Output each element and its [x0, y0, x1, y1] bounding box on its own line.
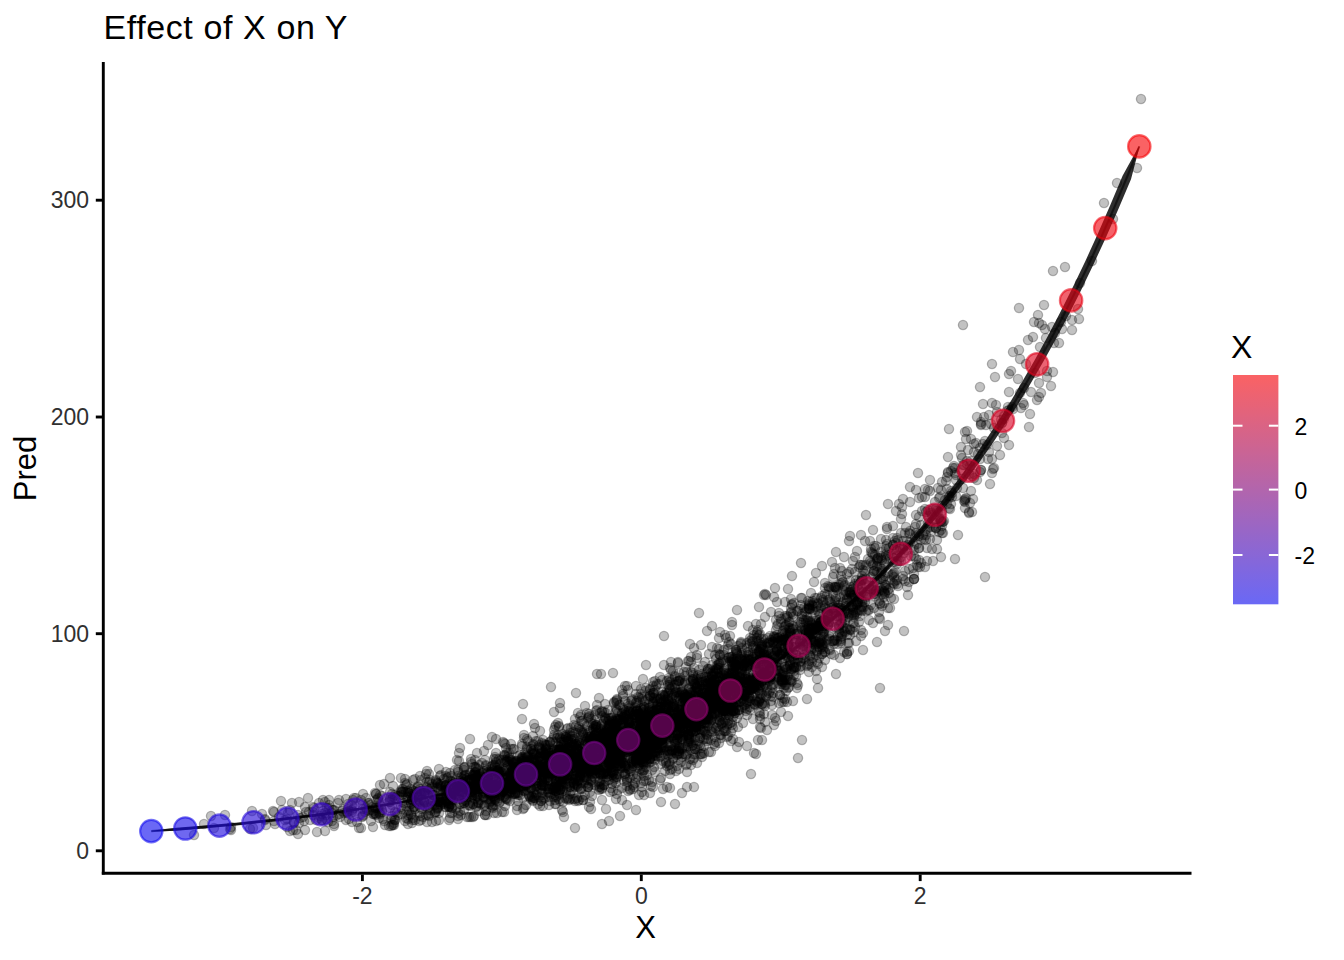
svg-text:0: 0: [76, 838, 89, 864]
svg-text:-2: -2: [352, 883, 372, 909]
svg-text:Effect of X on Y: Effect of X on Y: [104, 8, 349, 46]
svg-text:0: 0: [635, 883, 648, 909]
svg-text:2: 2: [1295, 414, 1308, 440]
svg-text:Pred: Pred: [8, 436, 43, 501]
svg-text:100: 100: [51, 621, 89, 647]
svg-text:X: X: [635, 910, 656, 945]
svg-text:0: 0: [1295, 478, 1308, 504]
svg-text:2: 2: [914, 883, 927, 909]
svg-text:-2: -2: [1295, 543, 1315, 569]
svg-text:200: 200: [51, 404, 89, 430]
svg-text:X: X: [1231, 329, 1252, 365]
svg-text:300: 300: [51, 187, 89, 213]
